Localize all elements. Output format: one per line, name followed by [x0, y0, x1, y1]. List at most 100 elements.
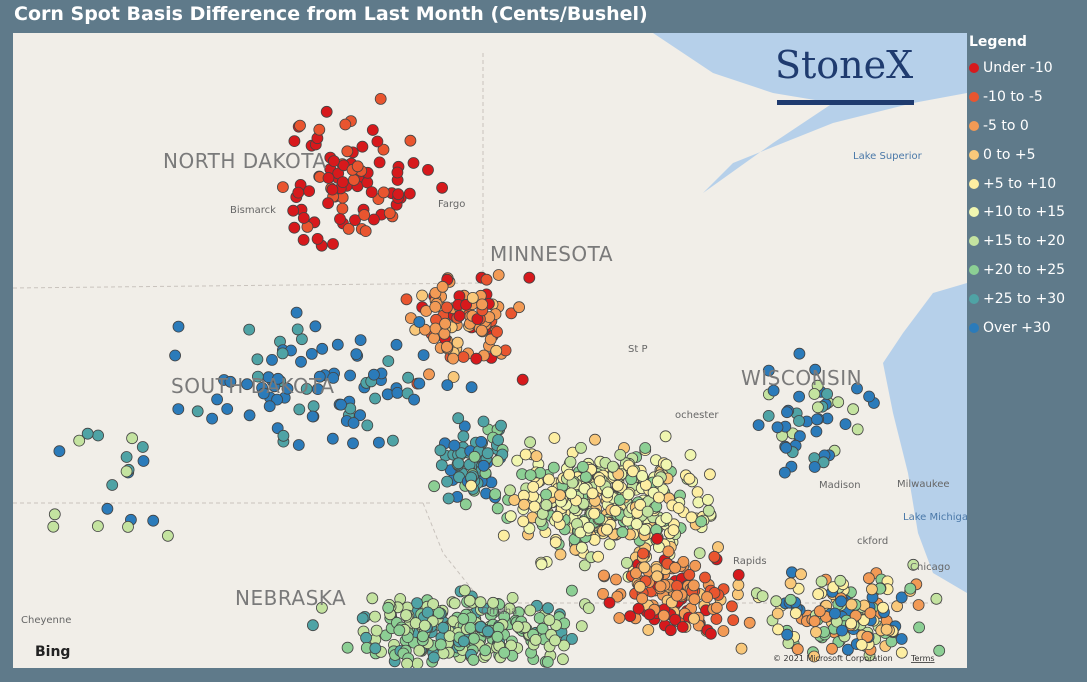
- site-marker[interactable]: [616, 526, 629, 539]
- site-marker[interactable]: [479, 644, 492, 657]
- site-marker[interactable]: [651, 475, 664, 488]
- site-marker[interactable]: [476, 298, 489, 311]
- site-marker[interactable]: [297, 233, 310, 246]
- site-marker[interactable]: [912, 599, 925, 611]
- site-marker[interactable]: [276, 181, 289, 194]
- site-marker[interactable]: [541, 656, 554, 668]
- site-marker[interactable]: [358, 209, 371, 221]
- site-marker[interactable]: [582, 602, 595, 614]
- site-marker[interactable]: [603, 596, 616, 609]
- site-marker[interactable]: [491, 455, 504, 468]
- site-marker[interactable]: [421, 606, 434, 619]
- site-marker[interactable]: [778, 466, 791, 479]
- legend-item[interactable]: +10 to +15: [969, 198, 1065, 227]
- site-marker[interactable]: [503, 602, 516, 615]
- site-marker[interactable]: [428, 480, 441, 493]
- site-marker[interactable]: [440, 340, 453, 353]
- site-marker[interactable]: [457, 430, 470, 443]
- site-marker[interactable]: [206, 412, 219, 425]
- site-marker[interactable]: [408, 393, 421, 406]
- site-marker[interactable]: [688, 593, 701, 606]
- site-marker[interactable]: [563, 468, 575, 481]
- site-marker[interactable]: [835, 595, 847, 608]
- site-marker[interactable]: [451, 336, 464, 349]
- site-marker[interactable]: [695, 515, 708, 528]
- site-marker[interactable]: [558, 639, 570, 652]
- site-marker[interactable]: [106, 479, 119, 491]
- site-marker[interactable]: [851, 423, 864, 436]
- site-marker[interactable]: [683, 472, 696, 485]
- site-marker[interactable]: [866, 583, 878, 596]
- site-marker[interactable]: [311, 232, 324, 245]
- site-marker[interactable]: [313, 370, 326, 383]
- site-marker[interactable]: [580, 471, 592, 483]
- site-marker[interactable]: [305, 347, 318, 360]
- site-marker[interactable]: [327, 371, 340, 384]
- site-marker[interactable]: [326, 432, 339, 445]
- site-marker[interactable]: [565, 487, 577, 500]
- site-marker[interactable]: [895, 591, 908, 604]
- site-marker[interactable]: [191, 405, 204, 418]
- site-marker[interactable]: [735, 642, 748, 655]
- site-marker[interactable]: [347, 174, 360, 186]
- site-marker[interactable]: [311, 383, 324, 396]
- site-marker[interactable]: [351, 160, 364, 173]
- site-marker[interactable]: [172, 403, 185, 416]
- site-marker[interactable]: [441, 379, 454, 392]
- site-marker[interactable]: [702, 504, 715, 517]
- site-marker[interactable]: [586, 487, 599, 500]
- site-marker[interactable]: [549, 536, 562, 549]
- site-marker[interactable]: [429, 322, 442, 335]
- site-marker[interactable]: [373, 156, 386, 169]
- site-marker[interactable]: [294, 119, 306, 132]
- site-marker[interactable]: [169, 349, 182, 362]
- site-marker[interactable]: [339, 118, 352, 131]
- site-marker[interactable]: [315, 601, 328, 614]
- site-marker[interactable]: [524, 469, 537, 482]
- site-marker[interactable]: [771, 607, 784, 620]
- site-marker[interactable]: [172, 320, 185, 333]
- site-marker[interactable]: [717, 625, 730, 637]
- site-marker[interactable]: [589, 433, 601, 446]
- site-marker[interactable]: [491, 630, 504, 643]
- site-marker[interactable]: [407, 157, 420, 169]
- site-marker[interactable]: [221, 403, 234, 415]
- site-marker[interactable]: [371, 135, 384, 148]
- site-marker[interactable]: [832, 396, 845, 409]
- site-marker[interactable]: [691, 486, 704, 499]
- site-marker[interactable]: [293, 403, 306, 416]
- site-marker[interactable]: [667, 524, 680, 537]
- site-marker[interactable]: [372, 436, 385, 449]
- site-marker[interactable]: [808, 388, 821, 400]
- site-marker[interactable]: [784, 577, 797, 590]
- site-marker[interactable]: [402, 371, 415, 384]
- site-marker[interactable]: [331, 338, 344, 351]
- legend-item[interactable]: Over +30: [969, 313, 1065, 342]
- site-marker[interactable]: [416, 289, 429, 302]
- site-marker[interactable]: [382, 601, 395, 614]
- site-marker[interactable]: [540, 488, 552, 501]
- site-marker[interactable]: [593, 475, 606, 488]
- site-marker[interactable]: [808, 615, 821, 628]
- site-marker[interactable]: [335, 398, 347, 411]
- site-marker[interactable]: [272, 372, 284, 385]
- site-marker[interactable]: [491, 502, 504, 515]
- site-marker[interactable]: [547, 461, 560, 474]
- site-marker[interactable]: [626, 465, 639, 478]
- site-marker[interactable]: [542, 602, 554, 615]
- site-marker[interactable]: [564, 455, 577, 468]
- site-marker[interactable]: [161, 529, 174, 542]
- site-marker[interactable]: [457, 351, 470, 363]
- site-marker[interactable]: [684, 449, 697, 461]
- site-marker[interactable]: [597, 569, 610, 582]
- site-marker[interactable]: [636, 470, 649, 482]
- site-marker[interactable]: [845, 598, 858, 611]
- site-marker[interactable]: [930, 592, 943, 605]
- site-marker[interactable]: [413, 316, 426, 328]
- site-marker[interactable]: [810, 425, 823, 438]
- site-marker[interactable]: [689, 559, 702, 572]
- site-marker[interactable]: [313, 123, 326, 136]
- site-marker[interactable]: [342, 222, 355, 235]
- site-marker[interactable]: [611, 590, 624, 603]
- site-marker[interactable]: [341, 641, 354, 654]
